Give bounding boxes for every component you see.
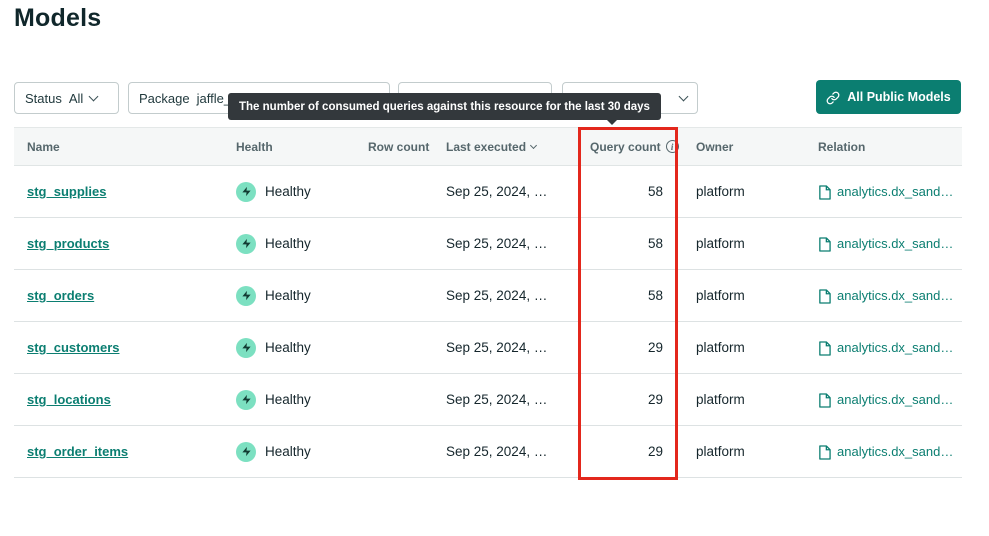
table-header: Name Health Row count Last executed Quer… bbox=[14, 128, 962, 166]
all-public-models-label: All Public Models bbox=[847, 90, 951, 104]
health-lightning-icon bbox=[236, 181, 256, 202]
column-header-owner: Owner bbox=[696, 139, 734, 154]
query-count-cell: 29 bbox=[647, 444, 663, 459]
last-executed-cell: Sep 25, 2024, … bbox=[446, 392, 548, 407]
document-icon bbox=[818, 340, 831, 356]
health-status-label: Healthy bbox=[265, 392, 311, 407]
column-header-health: Health bbox=[236, 139, 273, 154]
table-row: stg_order_items Healthy Sep 25, 2024, … … bbox=[14, 426, 962, 478]
table-body: stg_supplies Healthy Sep 25, 2024, … 58 … bbox=[14, 166, 962, 478]
document-icon bbox=[818, 392, 831, 408]
package-filter-value: jaffle_ bbox=[196, 90, 232, 106]
last-executed-cell: Sep 25, 2024, … bbox=[446, 184, 548, 199]
package-filter-label: Package bbox=[139, 90, 190, 106]
status-filter[interactable]: Status All bbox=[14, 82, 119, 114]
table-row: stg_locations Healthy Sep 25, 2024, … 29… bbox=[14, 374, 962, 426]
all-public-models-button[interactable]: All Public Models bbox=[816, 80, 961, 114]
model-name-link[interactable]: stg_locations bbox=[27, 392, 111, 407]
query-count-cell: 29 bbox=[647, 392, 663, 407]
last-executed-cell: Sep 25, 2024, … bbox=[446, 288, 548, 303]
status-filter-label: Status bbox=[25, 90, 62, 106]
relation-link[interactable]: analytics.dx_sand… bbox=[837, 340, 954, 355]
owner-cell: platform bbox=[696, 236, 745, 251]
table-row: stg_supplies Healthy Sep 25, 2024, … 58 … bbox=[14, 166, 962, 218]
last-executed-cell: Sep 25, 2024, … bbox=[446, 340, 548, 355]
query-count-cell: 58 bbox=[647, 236, 663, 251]
chevron-down-icon bbox=[88, 91, 99, 101]
model-name-link[interactable]: stg_products bbox=[27, 236, 110, 251]
query-count-cell: 58 bbox=[647, 184, 663, 199]
link-icon bbox=[826, 91, 840, 105]
column-header-row-count: Row count bbox=[368, 139, 430, 154]
health-status-label: Healthy bbox=[265, 236, 311, 251]
status-filter-value: All bbox=[68, 90, 84, 106]
owner-cell: platform bbox=[696, 340, 745, 355]
relation-link[interactable]: analytics.dx_sand… bbox=[837, 184, 954, 199]
document-icon bbox=[818, 444, 831, 460]
owner-cell: platform bbox=[696, 444, 745, 459]
relation-link[interactable]: analytics.dx_sand… bbox=[837, 236, 954, 251]
health-lightning-icon bbox=[236, 233, 256, 254]
relation-link[interactable]: analytics.dx_sand… bbox=[837, 444, 954, 459]
relation-link[interactable]: analytics.dx_sand… bbox=[837, 288, 954, 303]
health-lightning-icon bbox=[236, 285, 256, 306]
model-name-link[interactable]: stg_order_items bbox=[27, 444, 129, 459]
owner-cell: platform bbox=[696, 184, 745, 199]
model-name-link[interactable]: stg_orders bbox=[27, 288, 95, 303]
query-count-cell: 29 bbox=[647, 340, 663, 355]
page-title: Models bbox=[14, 4, 102, 32]
query-count-cell: 58 bbox=[647, 288, 663, 303]
health-lightning-icon bbox=[236, 337, 256, 358]
document-icon bbox=[818, 184, 831, 200]
health-lightning-icon bbox=[236, 441, 256, 462]
models-table: Name Health Row count Last executed Quer… bbox=[14, 127, 962, 478]
health-status-label: Healthy bbox=[265, 444, 311, 459]
relation-link[interactable]: analytics.dx_sand… bbox=[837, 392, 954, 407]
last-executed-cell: Sep 25, 2024, … bbox=[446, 444, 548, 459]
document-icon bbox=[818, 236, 831, 252]
health-status-label: Healthy bbox=[265, 340, 311, 355]
table-row: stg_customers Healthy Sep 25, 2024, … 29… bbox=[14, 322, 962, 374]
last-executed-cell: Sep 25, 2024, … bbox=[446, 236, 548, 251]
model-name-link[interactable]: stg_supplies bbox=[27, 184, 107, 199]
owner-cell: platform bbox=[696, 288, 745, 303]
chevron-down-icon bbox=[678, 91, 689, 101]
table-row: stg_orders Healthy Sep 25, 2024, … 58 pl… bbox=[14, 270, 962, 322]
column-header-relation: Relation bbox=[818, 139, 866, 154]
sort-chevron-icon bbox=[530, 141, 538, 150]
table-row: stg_products Healthy Sep 25, 2024, … 58 … bbox=[14, 218, 962, 270]
owner-cell: platform bbox=[696, 392, 745, 407]
column-header-query-count[interactable]: Query count i bbox=[584, 140, 690, 154]
health-lightning-icon bbox=[236, 389, 256, 410]
health-status-label: Healthy bbox=[265, 288, 311, 303]
model-name-link[interactable]: stg_customers bbox=[27, 340, 120, 355]
health-status-label: Healthy bbox=[265, 184, 311, 199]
document-icon bbox=[818, 288, 831, 304]
column-header-last-executed[interactable]: Last executed bbox=[440, 140, 584, 154]
column-header-name: Name bbox=[27, 139, 60, 154]
info-icon[interactable]: i bbox=[665, 140, 679, 153]
query-count-tooltip: The number of consumed queries against t… bbox=[228, 93, 661, 125]
